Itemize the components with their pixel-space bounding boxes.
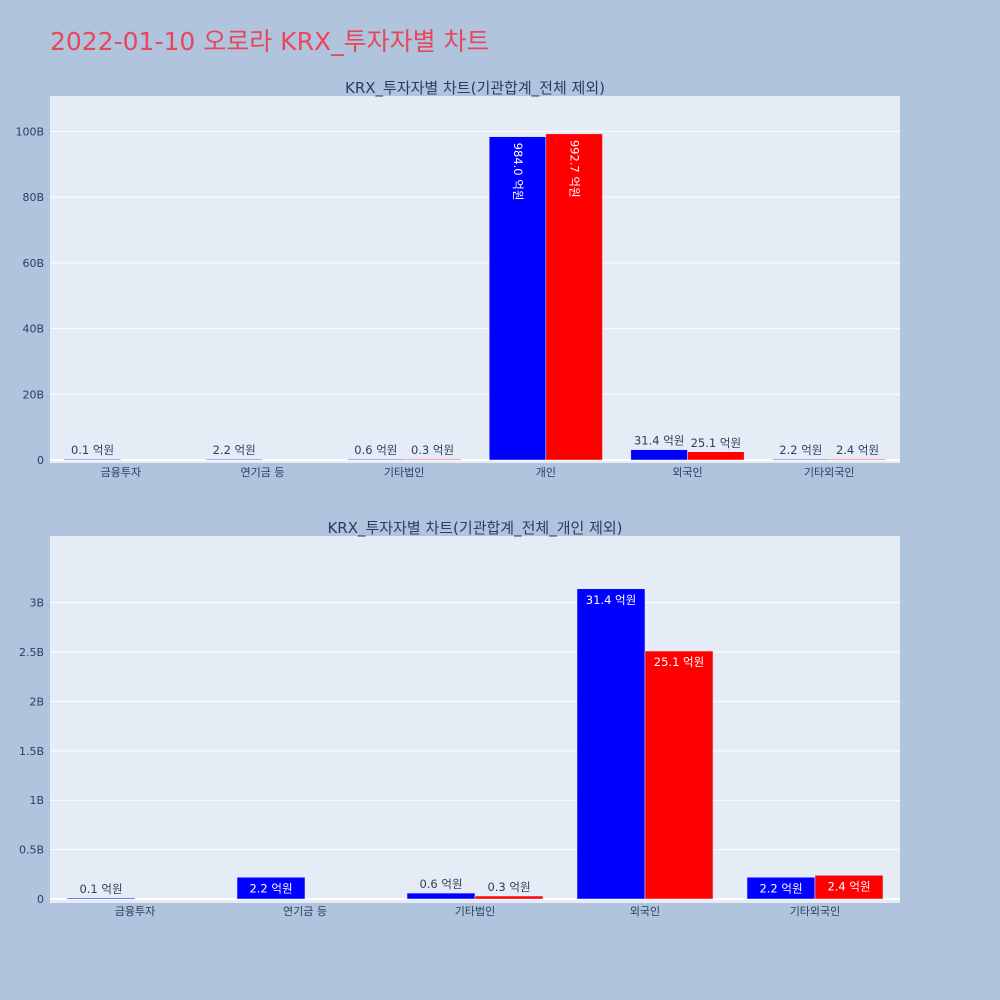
bar [63, 458, 122, 461]
plot-area [50, 96, 900, 463]
data-label: 0.1 억원 [79, 882, 122, 896]
x-tick-label: 연기금 등 [283, 905, 327, 918]
x-tick-label: 기타법인 [384, 466, 424, 479]
data-label: 2.4 억원 [827, 879, 870, 893]
x-tick-label: 개인 [536, 466, 556, 479]
data-label: 2.2 억원 [249, 881, 292, 895]
y-tick-label: 0 [37, 454, 44, 467]
bar [545, 133, 603, 461]
data-label: 0.1 억원 [71, 443, 114, 457]
data-label: 31.4 억원 [634, 434, 684, 448]
x-tick-label: 외국인 [672, 466, 702, 479]
y-tick-label: 2.5B [19, 646, 44, 659]
data-label: 992.7 억원 [568, 140, 582, 198]
data-label: 2.2 억원 [213, 443, 256, 457]
bar [474, 895, 544, 900]
y-tick-label: 0 [37, 893, 44, 906]
y-tick-label: 80B [22, 191, 44, 204]
y-tick-label: 20B [22, 388, 44, 401]
data-label: 2.4 억원 [836, 443, 879, 457]
x-tick-label: 기타외국인 [804, 466, 855, 479]
data-label: 0.3 억원 [487, 880, 530, 894]
x-tick-label: 금융투자 [115, 905, 155, 918]
page-title: 2022-01-10 오로라 KRX_투자자별 차트 [50, 27, 490, 56]
data-label: 2.2 억원 [779, 443, 822, 457]
y-tick-label: 3B [29, 597, 44, 610]
y-tick-label: 1B [29, 794, 44, 807]
bar [406, 892, 476, 900]
y-tick-label: 0.5B [19, 844, 44, 857]
y-tick-label: 60B [22, 257, 44, 270]
bar [236, 877, 306, 900]
data-label: 984.0 억원 [511, 143, 525, 201]
data-label: 2.2 억원 [759, 881, 802, 895]
bar [687, 451, 745, 461]
bar [403, 458, 462, 461]
chart-title: KRX_투자자별 차트(기관합계_전체_개인 제외) [327, 519, 622, 538]
x-tick-label: 기타외국인 [790, 905, 841, 918]
data-label: 25.1 억원 [654, 655, 704, 669]
x-tick-label: 금융투자 [101, 466, 141, 479]
bar [644, 650, 714, 900]
data-label: 25.1 억원 [691, 436, 741, 450]
x-tick-label: 외국인 [630, 905, 660, 918]
bar [66, 897, 136, 900]
data-label: 0.6 억원 [419, 877, 462, 891]
bar [576, 588, 646, 900]
data-label: 0.6 억원 [354, 443, 397, 457]
data-label: 31.4 억원 [586, 593, 636, 607]
x-tick-label: 연기금 등 [241, 466, 285, 479]
y-tick-label: 2B [29, 695, 44, 708]
y-tick-label: 40B [22, 323, 44, 336]
bar [205, 458, 263, 461]
x-tick-label: 기타법인 [455, 905, 495, 918]
data-label: 0.3 억원 [411, 443, 454, 457]
bar [814, 875, 884, 900]
bar [828, 458, 887, 461]
chart-title: KRX_투자자별 차트(기관합계_전체 제외) [345, 79, 605, 98]
y-tick-label: 100B [15, 125, 44, 138]
plot-area [50, 536, 900, 903]
y-tick-label: 1.5B [19, 745, 44, 758]
